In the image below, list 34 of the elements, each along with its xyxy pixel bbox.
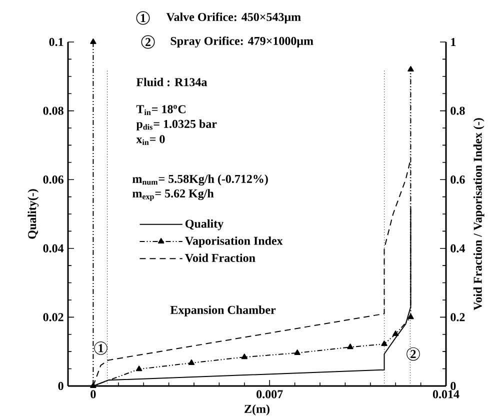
annotation: Expansion Chamber — [170, 306, 276, 316]
annotation: 1 — [98, 344, 104, 352]
annotation: x$_{in}$= 0 — [136, 135, 165, 145]
legend-label: Quality — [186, 219, 224, 230]
x-axis-title: Z(m) — [244, 404, 270, 416]
y2-tick-label: 0 — [450, 382, 456, 390]
annotation: Fluid : R134a — [136, 78, 208, 86]
y-tick-label: 0.1 — [49, 38, 64, 46]
y-axis-title: Quality(-) — [28, 189, 39, 239]
text: 1 — [140, 14, 146, 22]
y2-tick-label: 0.6 — [450, 176, 465, 184]
annotation: 2 — [410, 350, 416, 358]
annotation: m$_{num}$= 5.58Kg/h (-0.712%) — [132, 174, 268, 186]
y2-axis-title: Void Fraction / Vaporisation Index (-) — [473, 118, 484, 310]
annotation: p$_{dis}$= 1.0325 bar — [136, 120, 217, 130]
y-tick-label: 0 — [58, 382, 64, 390]
y2-tick-label: 0.8 — [450, 106, 465, 115]
annotation: Spray Orifice: 479×1000μm — [170, 36, 314, 48]
legend-label: Void Fraction — [185, 254, 256, 262]
x-tick-label: 0 — [90, 390, 96, 398]
y-tick-label: 0.02 — [43, 313, 64, 322]
y2-tick-label: 0.2 — [450, 313, 465, 322]
x-tick-label: 0.014 — [432, 390, 460, 398]
y2-tick-label: 1 — [451, 38, 456, 46]
y-tick-label: 0.06 — [43, 176, 64, 184]
legend-label: Vaporisation Index — [185, 236, 283, 248]
annotation: 2 — [146, 38, 150, 46]
x-tick-label: 0.007 — [256, 390, 283, 398]
y-tick-label: 0.04 — [43, 244, 64, 252]
text: Valve Orifice: 450×543μm — [166, 12, 301, 24]
annotation: T$_{in}$= 18$^{o}$C — [136, 105, 186, 115]
annotation: m$_{exp}$= 5.62 Kg/h — [132, 189, 214, 201]
y2-tick-label: 0.4 — [450, 244, 465, 252]
y-tick-label: 0.08 — [43, 106, 64, 115]
